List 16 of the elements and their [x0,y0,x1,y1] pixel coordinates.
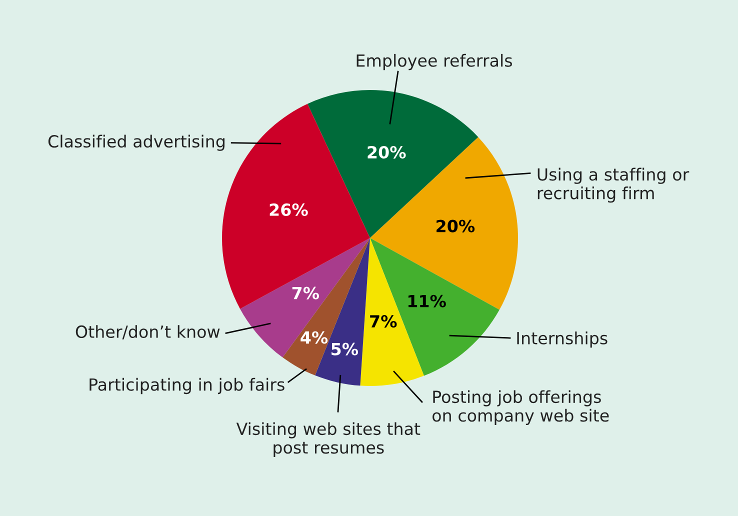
data-label: 5% [332,342,358,356]
data-label: 26% [270,203,308,216]
slice-label: Classified advertising [48,134,224,151]
data-label: 20% [436,220,475,232]
data-label: 7% [292,286,320,300]
slice-label: Posting job offerings on company web site [432,390,609,425]
slice-label: Employee referrals [356,54,512,70]
data-label: 11% [408,294,446,308]
slice-label: Participating in job fairs [90,378,284,394]
slice-label: Internships [517,332,608,348]
slice-label: Visiting web sites that post resumes [236,422,420,457]
slice-label: Other/don’t know [76,325,220,340]
data-label: 7% [370,315,397,328]
data-label: 20% [368,146,406,159]
data-label: 4% [300,331,328,344]
slice-label: Using a staffing or recruiting firm [538,168,690,203]
